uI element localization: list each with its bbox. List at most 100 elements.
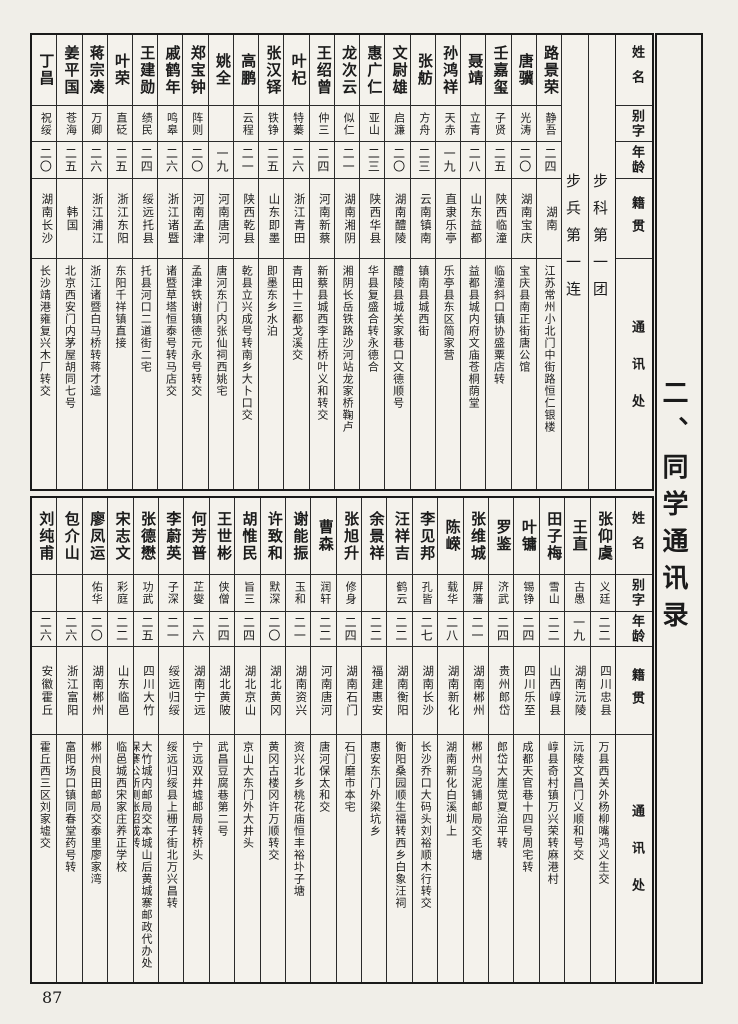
- person-column: 刘纯甫 二六 安徽霍丘 霍丘西三区刘家墟交: [32, 498, 57, 982]
- person-courtesy-name: 方舟: [410, 105, 435, 141]
- person-column: 汪祥吉 鹤云 二二 湖南衡阳 衡阳桑园顺生福转西乡白象汪祠: [386, 498, 412, 982]
- person-native-place: 河南新蔡: [309, 178, 334, 258]
- person-age: 二三: [360, 141, 385, 178]
- person-name: 王世彬: [215, 510, 232, 562]
- person-native-place: 山西崞县: [539, 646, 565, 734]
- person-courtesy-name: 玉和: [285, 574, 311, 611]
- person-column: 王直 古愚 一九 湖南沅陵 沅陵文昌门义顺和号交: [564, 498, 590, 982]
- person-native-place: 浙江东阳: [107, 178, 133, 258]
- person-courtesy-name: 润轩: [311, 574, 336, 611]
- person-age: 二五: [57, 141, 82, 178]
- person-name: 宋志文: [113, 510, 130, 562]
- person-name: 蒋宗凑: [87, 44, 104, 96]
- person-address: 石门磨市本宅: [336, 734, 362, 982]
- person-name: 谢能振: [291, 510, 308, 562]
- person-age: 一九: [208, 141, 233, 178]
- page-content: 路景荣 静吾 二四 湖南 江苏常州小北门中街路恒仁银楼 唐骥 光涛 二〇 湖南宝…: [30, 33, 703, 984]
- person-courtesy-name: [362, 574, 387, 611]
- person-column: 戚鹤年 鸣皋 二六 浙江诸暨 诸暨草塔恒泰号转马店交: [157, 35, 183, 489]
- person-native-place: 直隶乐亭: [435, 178, 461, 258]
- person-native-place: 山东即墨: [259, 178, 284, 258]
- person-native-place: 河南孟津: [183, 178, 208, 258]
- person-column: 孙鸿祥 天赤 一九 直隶乐亭 乐亭县东区简家营: [434, 35, 461, 489]
- person-courtesy-name: 孔皆: [412, 574, 438, 611]
- person-courtesy-name: 鸣皋: [158, 105, 183, 141]
- person-address: 京山大东门外大井头: [235, 734, 260, 982]
- person-column: 丁昌 祝绥 二〇 湖南长沙 长沙靖港雍复兴木厂转交: [32, 35, 57, 489]
- person-native-place: 陕西华县: [360, 178, 385, 258]
- person-column: 张汉铎 铁铮 二五 山东即墨 即墨东乡水泊: [258, 35, 284, 489]
- person-courtesy-name: 祝绥: [32, 105, 57, 141]
- person-courtesy-name: [57, 574, 82, 611]
- person-address: 诸暨草塔恒泰号转马店交: [158, 258, 183, 489]
- person-courtesy-name: 古愚: [565, 574, 590, 611]
- person-courtesy-name: 启濂: [385, 105, 410, 141]
- header-native: 籍贯: [616, 178, 652, 258]
- person-age: 二〇: [183, 141, 208, 178]
- person-column: 李见邦 孔皆 二七 湖南长沙 长沙乔口大码头刘裕顺木行转交: [411, 498, 438, 982]
- person-name: 戚鹤年: [163, 44, 180, 96]
- person-courtesy-name: 直砭: [107, 105, 133, 141]
- person-courtesy-name: 修身: [336, 574, 362, 611]
- person-name: 王建勋: [138, 44, 155, 96]
- person-age: 二四: [514, 611, 539, 646]
- person-address: 绥远归绥县上栅子街北万兴昌转: [158, 734, 184, 982]
- person-column: 曹森 润轩 二二 河南唐河 唐河保太和交: [310, 498, 336, 982]
- person-courtesy-name: 云程: [233, 105, 259, 141]
- header-age: 年龄: [616, 611, 652, 646]
- person-column: 陈嵘 载华 二八 湖南新化 湖南新化白溪圳上: [437, 498, 463, 982]
- person-courtesy-name: 特蓁: [284, 105, 309, 141]
- person-column: 张德懋 功武 二五 四川大竹 大竹城内邮局交本城山后黄城寨邮政代办处保寨公所侧张…: [132, 498, 158, 982]
- person-column: 文尉雄 启濂 二〇 湖南醴陵 醴陵县城关家巷口文德顺号: [384, 35, 410, 489]
- person-name: 张仰虞: [596, 510, 612, 562]
- person-courtesy-name: 默深: [260, 574, 285, 611]
- person-courtesy-name: 载华: [438, 574, 463, 611]
- person-address: 惠安东门外梁坑乡: [362, 734, 387, 982]
- person-age: 二八: [461, 141, 486, 178]
- person-name: 文尉雄: [390, 44, 407, 96]
- person-column: 王世彬 侠僧 二四 湖北黄陂 武昌豆腐巷第二号: [208, 498, 235, 982]
- person-name: 丁昌: [37, 53, 54, 87]
- person-address: 富阳场口镇同春堂药号转: [57, 734, 82, 982]
- person-address: 临潼斜口镇协盛粟店转: [486, 258, 511, 489]
- person-courtesy-name: 子深: [158, 574, 184, 611]
- person-courtesy-name: [32, 574, 57, 611]
- person-native-place: 绥远托县: [133, 178, 158, 258]
- person-age: 二二: [108, 611, 133, 646]
- person-address: 湘阴长岳铁路沙河站龙家桥鞠卢: [334, 258, 360, 489]
- person-address: 青田十三都戈溪交: [284, 258, 309, 489]
- person-name: 张舫: [415, 53, 432, 87]
- person-age: 二四: [336, 611, 362, 646]
- person-address: 北京西安门内茅屋胡同七号: [57, 258, 82, 489]
- person-address: 唐河保太和交: [311, 734, 336, 982]
- person-address: 唐河东门内张仙祠西姚宅: [208, 258, 233, 489]
- person-age: 二二: [362, 611, 387, 646]
- person-native-place: 湖南宁远: [184, 646, 209, 734]
- person-age: 二一: [158, 611, 184, 646]
- person-address: 郎岱大崖觉夏治平转: [489, 734, 514, 982]
- person-column: 李蔚英 子深 二一 绥远归绥 绥远归绥县上栅子街北万兴昌转: [157, 498, 184, 982]
- person-native-place: 浙江浦江: [82, 178, 107, 258]
- person-address: 湖南新化白溪圳上: [438, 734, 463, 982]
- person-address: 孟津铁谢镇德元永号转交: [183, 258, 208, 489]
- person-native-place: 湖北京山: [235, 646, 260, 734]
- person-column: 姚全 一九 河南唐河 唐河东门内张仙祠西姚宅: [207, 35, 233, 489]
- person-column: 胡惟民 旨三 二四 湖北京山 京山大东门外大井头: [234, 498, 260, 982]
- person-native-place: 湖南新化: [438, 646, 463, 734]
- person-column: 郑宝钟 阵则 二〇 河南孟津 孟津铁谢镇德元永号转交: [182, 35, 208, 489]
- directory-tables: 路景荣 静吾 二四 湖南 江苏常州小北门中街路恒仁银楼 唐骥 光涛 二〇 湖南宝…: [30, 33, 654, 984]
- person-name: 张旭升: [342, 510, 359, 562]
- person-name: 路景荣: [542, 44, 558, 96]
- person-age: 一九: [435, 141, 461, 178]
- person-name: 唐骥: [516, 53, 533, 87]
- person-column: 龙次云 似仁 二一 湖南湘阴 湘阴长岳铁路沙河站龙家桥鞠卢: [333, 35, 360, 489]
- person-name: 王直: [570, 519, 587, 553]
- person-courtesy-name: 佑华: [82, 574, 108, 611]
- person-age: 二二: [311, 611, 336, 646]
- person-age: 二〇: [82, 611, 108, 646]
- person-column: 张舫 方舟 二三 云南镇南 镇南县城西街: [409, 35, 435, 489]
- person-column: 许致和 默深 二〇 湖北黄冈 黄冈古楼冈许万顺转交: [259, 498, 285, 982]
- person-name: 郑宝钟: [188, 44, 205, 96]
- person-courtesy-name: 苍海: [57, 105, 82, 141]
- person-native-place: 湖南沅陵: [565, 646, 590, 734]
